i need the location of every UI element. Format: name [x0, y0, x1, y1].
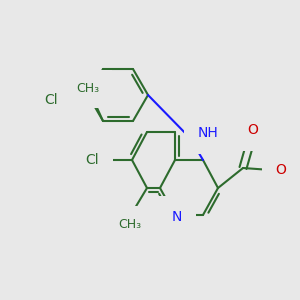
Text: CH₃: CH₃ — [118, 218, 142, 232]
Text: O: O — [276, 163, 286, 177]
Text: CH₃: CH₃ — [76, 82, 100, 95]
Text: Cl: Cl — [44, 93, 58, 107]
Text: N: N — [172, 210, 182, 224]
Text: NH: NH — [198, 126, 219, 140]
Text: O: O — [248, 123, 258, 137]
Text: Cl: Cl — [85, 153, 99, 167]
